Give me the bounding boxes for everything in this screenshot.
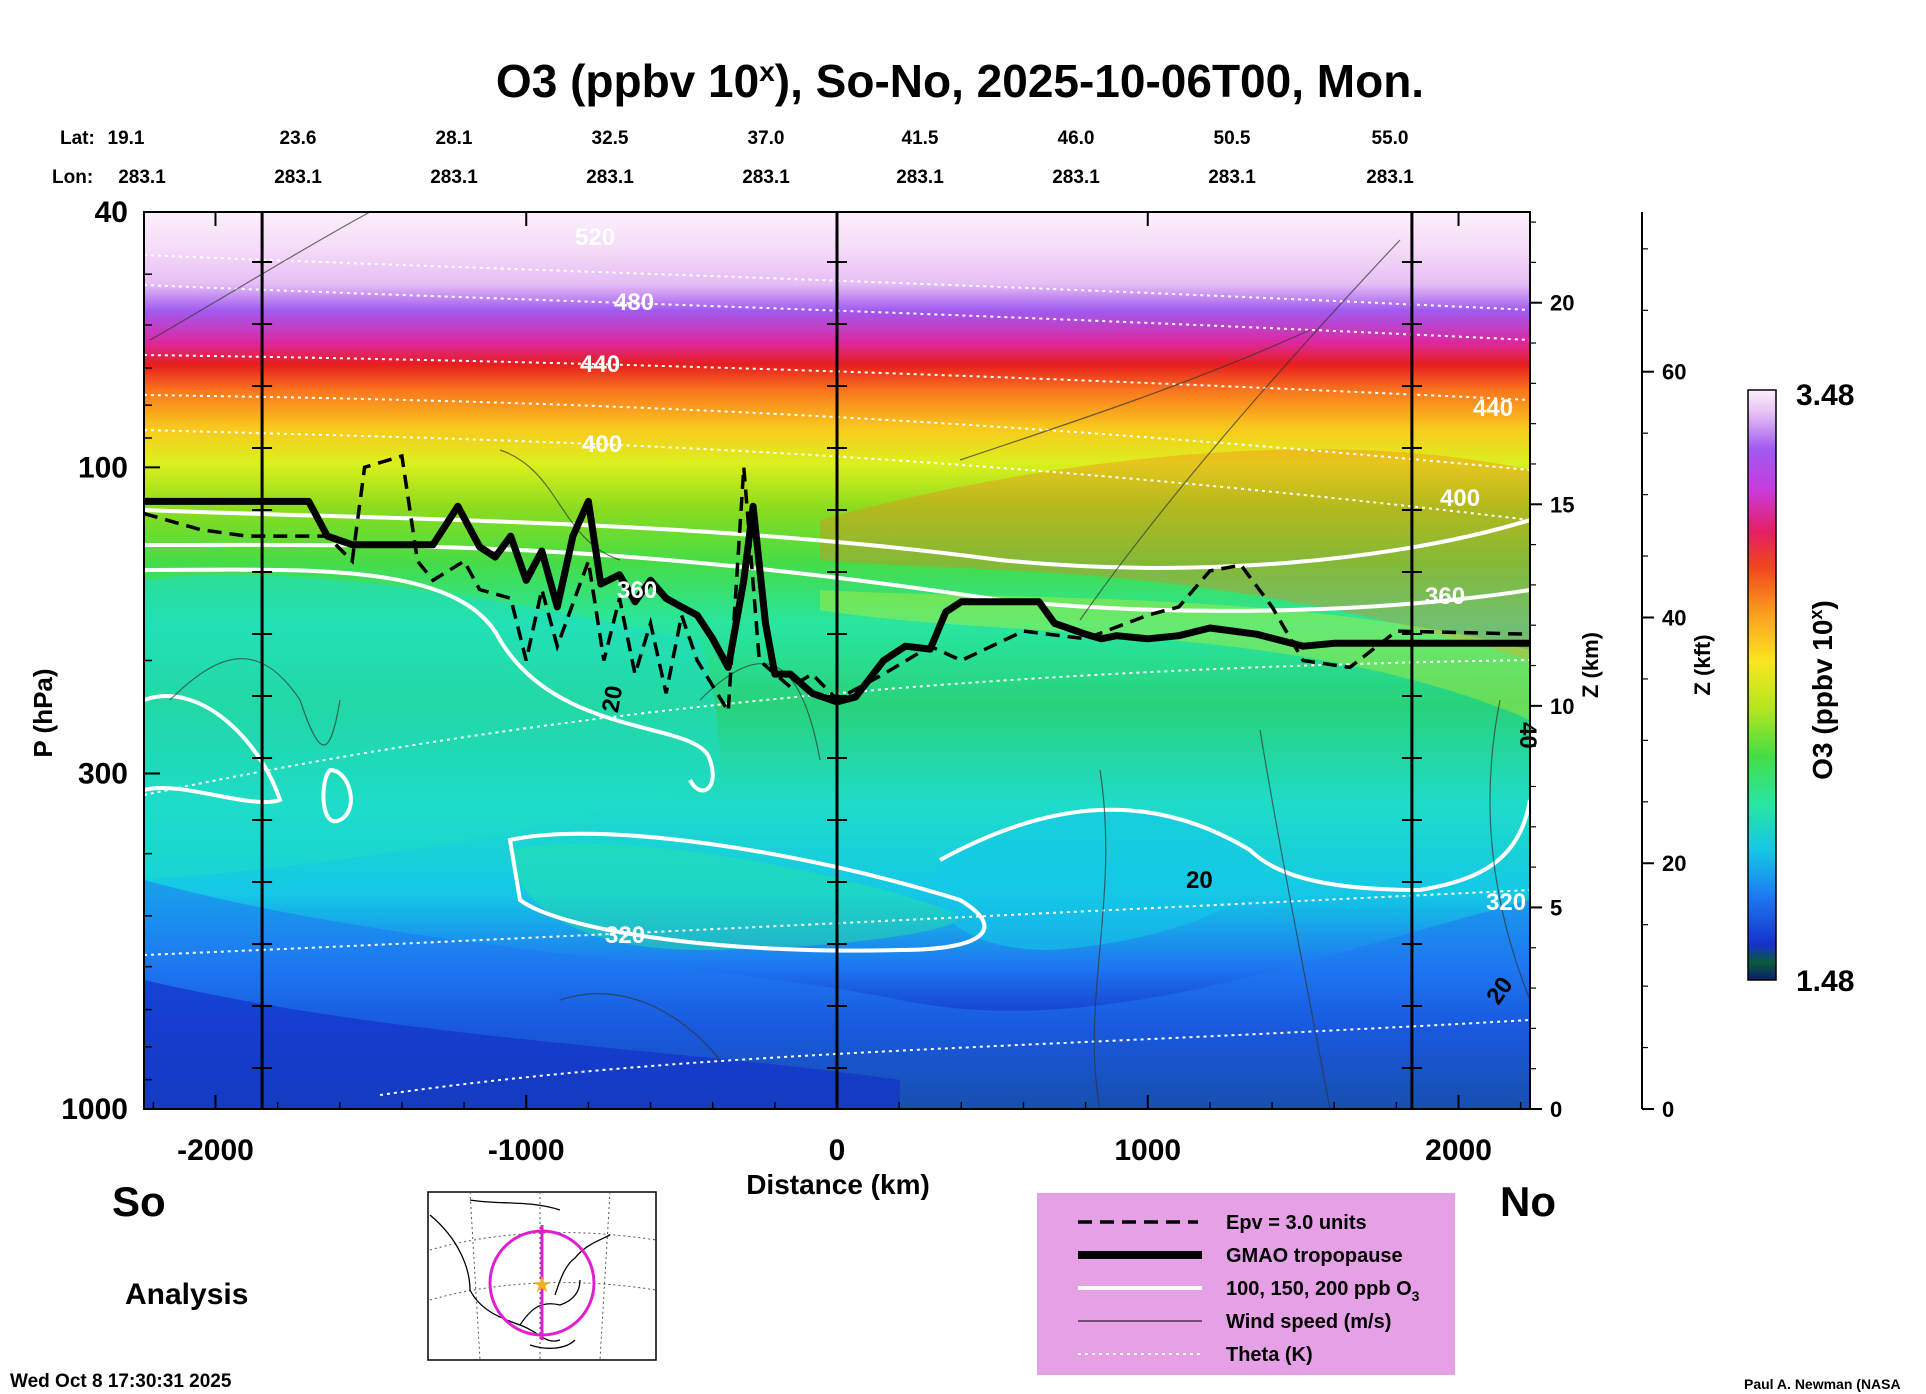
lon-label: Lon: — [52, 167, 93, 188]
legend-item-epv: Epv = 3.0 units — [1078, 1212, 1367, 1234]
z-km-tick-label: 5 — [1550, 895, 1562, 920]
lat-value: 32.5 — [592, 128, 629, 149]
lat-lon-header: Lat: Lon: 19.1 23.6 28.1 32.5 37.0 41.5 46.0 50… — [52, 128, 1414, 188]
cross-section-plot — [144, 212, 1530, 1109]
wind-speed-contours — [149, 212, 1530, 1109]
z-kft-axis: Z (kft) 60 40 20 0 — [1641, 212, 1715, 1122]
colorbar-scale — [1747, 389, 1777, 981]
epv-contour-line — [144, 453, 1530, 717]
chart-title: O3 (ppbv 10x), So-No, 2025-10-06T00, Mon… — [496, 55, 1424, 107]
lon-value: 283.1 — [430, 167, 478, 188]
theta-label-480: 480 — [614, 289, 654, 316]
theta-label-320: 320 — [605, 922, 645, 949]
section-vertical-lines — [252, 212, 1422, 1109]
colorbar-min: 1.48 — [1796, 965, 1854, 998]
north-end-label: No — [1500, 1178, 1556, 1225]
o3-label-20: 20 — [1186, 867, 1213, 894]
z-kft-tick-label: 60 — [1662, 360, 1686, 385]
lat-value: 19.1 — [108, 128, 145, 149]
z-km-tick-label: 0 — [1550, 1097, 1562, 1122]
distance-tick-label: 2000 — [1425, 1134, 1492, 1167]
ozone-lowest-blue — [144, 980, 900, 1109]
theta-label-360-north: 360 — [1425, 583, 1465, 610]
theta-contours — [144, 254, 1530, 1096]
lon-value: 283.1 — [274, 167, 322, 188]
svg-text:Wind speed (m/s): Wind speed (m/s) — [1226, 1311, 1391, 1333]
south-end-label: So — [112, 1178, 166, 1225]
lon-value: 283.1 — [1366, 167, 1414, 188]
distance-axis-label: Distance (km) — [746, 1169, 930, 1200]
analysis-label: Analysis — [125, 1278, 248, 1311]
lat-value: 37.0 — [748, 128, 785, 149]
z-km-tick-label: 20 — [1550, 291, 1574, 316]
gmao-tropopause-line — [144, 497, 1530, 706]
o3-label-40: 40 — [1514, 722, 1541, 749]
theta-label-520: 520 — [575, 224, 615, 251]
theta-label-360: 360 — [617, 577, 657, 604]
colorbar-max: 3.48 — [1796, 379, 1854, 412]
lat-value: 50.5 — [1214, 128, 1251, 149]
distance-tick-label: 0 — [829, 1134, 846, 1167]
lon-value: 283.1 — [742, 167, 790, 188]
z-kft-tick-label: 0 — [1662, 1097, 1674, 1122]
svg-text:Theta (K): Theta (K) — [1226, 1344, 1313, 1366]
legend-item-o3-contours: 100, 150, 200 ppb O3 — [1078, 1278, 1420, 1304]
z-kft-axis-label: Z (kft) — [1690, 634, 1715, 695]
author-credit: Paul A. Newman (NASA — [1744, 1376, 1901, 1392]
lon-value: 283.1 — [1052, 167, 1100, 188]
svg-text:100, 150, 200 ppb O3: 100, 150, 200 ppb O3 — [1226, 1278, 1420, 1304]
distance-axis: Distance (km) -2000 -1000 0 1000 2000 — [152, 212, 1522, 1200]
lat-value: 23.6 — [280, 128, 317, 149]
legend-item-tropopause: GMAO tropopause — [1078, 1245, 1403, 1267]
distance-tick-label: -1000 — [488, 1134, 565, 1167]
pressure-tick-label: 40 — [95, 196, 128, 229]
legend-item-wind-speed: Wind speed (m/s) — [1078, 1311, 1391, 1333]
o3-label-20-west: 20 — [597, 684, 628, 715]
lat-value: 41.5 — [902, 128, 939, 149]
lon-value: 283.1 — [1208, 167, 1256, 188]
z-km-tick-label: 10 — [1550, 694, 1574, 719]
lon-value: 283.1 — [586, 167, 634, 188]
theta-label-400-north: 400 — [1440, 485, 1480, 512]
colorbar-label: O3 (ppbv 10x) — [1806, 600, 1838, 780]
colorbar: 3.48 1.48 O3 (ppbv 10x) — [1747, 379, 1854, 998]
pressure-tick-label: 1000 — [61, 1093, 128, 1126]
lon-value: 283.1 — [896, 167, 944, 188]
svg-text:GMAO tropopause: GMAO tropopause — [1226, 1245, 1403, 1267]
theta-label-440-north: 440 — [1473, 395, 1513, 422]
pressure-tick-label: 300 — [78, 757, 128, 790]
lat-value: 28.1 — [436, 128, 473, 149]
z-kft-tick-label: 40 — [1662, 605, 1686, 630]
z-km-tick-label: 15 — [1550, 492, 1574, 517]
pressure-axis-label: P (hPa) — [28, 668, 58, 757]
map-inset: ★ — [427, 1191, 657, 1361]
z-kft-tick-label: 20 — [1662, 851, 1686, 876]
theta-label-320-north: 320 — [1486, 889, 1526, 916]
svg-text:Epv = 3.0 units: Epv = 3.0 units — [1226, 1212, 1367, 1234]
legend: Epv = 3.0 units GMAO tropopause 100, 150… — [1037, 1193, 1455, 1375]
center-star-icon: ★ — [532, 1272, 552, 1297]
lat-value: 46.0 — [1058, 128, 1095, 149]
legend-item-theta: Theta (K) — [1078, 1344, 1313, 1366]
pressure-tick-label: 100 — [78, 451, 128, 484]
z-km-axis-label: Z (km) — [1578, 632, 1603, 698]
theta-label-400: 400 — [582, 431, 622, 458]
z-km-axis: Z (km) 20 15 10 5 0 — [1530, 221, 1603, 1122]
timestamp: Wed Oct 8 17:30:31 2025 — [10, 1371, 232, 1392]
theta-label-440: 440 — [580, 351, 620, 378]
lat-value: 55.0 — [1372, 128, 1409, 149]
lon-value: 283.1 — [118, 167, 166, 188]
distance-tick-label: -2000 — [177, 1134, 254, 1167]
pressure-axis: P (hPa) 40 100 300 1000 — [28, 196, 160, 1126]
distance-tick-label: 1000 — [1114, 1134, 1181, 1167]
lat-label: Lat: — [60, 128, 95, 149]
ozone-low-cyan — [144, 574, 720, 880]
